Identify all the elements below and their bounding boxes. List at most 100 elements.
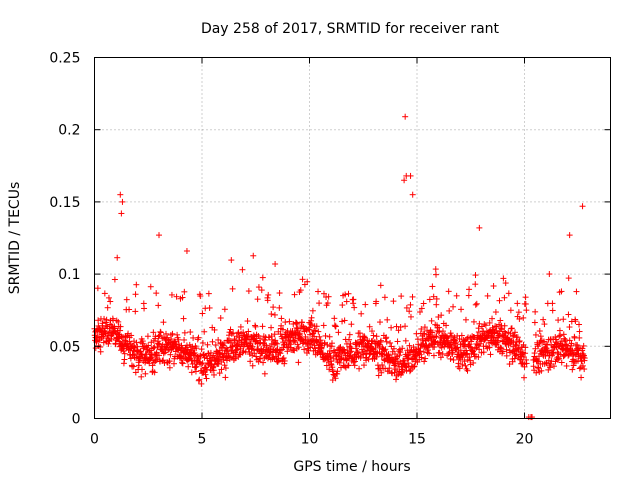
data-point (120, 360, 127, 367)
data-point (280, 344, 287, 351)
data-point (358, 310, 365, 317)
data-point (448, 332, 455, 339)
data-point (511, 355, 518, 362)
data-point (233, 347, 240, 354)
data-point (383, 338, 390, 345)
data-point (115, 318, 122, 325)
data-point (576, 321, 583, 328)
data-point (286, 318, 293, 325)
data-point (313, 323, 320, 330)
data-point (497, 317, 504, 324)
data-point (295, 344, 302, 351)
data-point (151, 369, 158, 376)
data-point (397, 324, 404, 331)
data-point (218, 366, 225, 373)
data-point (482, 322, 489, 329)
data-point (379, 361, 386, 368)
data-point (331, 322, 338, 329)
data-point (433, 301, 440, 308)
data-point (295, 359, 302, 366)
data-point (558, 359, 565, 366)
data-point (505, 290, 512, 297)
data-point (240, 329, 247, 336)
data-point (538, 367, 545, 374)
data-point (198, 380, 205, 387)
data-point (462, 316, 469, 323)
data-point (373, 298, 380, 305)
data-point (580, 342, 587, 349)
data-point (533, 369, 540, 376)
data-point (95, 317, 102, 324)
data-point (516, 338, 523, 345)
data-point (456, 365, 463, 372)
data-point (464, 367, 471, 374)
data-point (362, 301, 369, 308)
data-point (390, 345, 397, 352)
data-point (381, 294, 388, 301)
data-point (453, 292, 460, 299)
data-point (101, 315, 108, 322)
data-point (211, 371, 218, 378)
data-point (252, 322, 259, 329)
data-point (433, 295, 440, 302)
data-point (291, 291, 298, 298)
data-point (472, 281, 479, 288)
x-tick-label: 15 (408, 432, 426, 448)
data-point (125, 330, 132, 337)
data-points (91, 113, 588, 421)
data-point (197, 352, 204, 359)
data-point (276, 304, 283, 311)
data-point (515, 345, 522, 352)
data-point (420, 300, 427, 307)
data-point (396, 352, 403, 359)
data-point (326, 333, 333, 340)
data-point (537, 333, 544, 340)
data-point (558, 288, 565, 295)
data-point (352, 345, 359, 352)
data-point (399, 368, 406, 375)
data-point (499, 348, 506, 355)
data-point (345, 362, 352, 369)
data-point (249, 343, 256, 350)
data-point (222, 365, 229, 372)
data-point (312, 327, 319, 334)
data-point (549, 350, 556, 357)
data-point (139, 338, 146, 345)
data-point (515, 309, 522, 316)
data-point (281, 357, 288, 364)
data-point (467, 357, 474, 364)
data-point (378, 369, 385, 376)
data-point (547, 364, 554, 371)
data-point (138, 373, 145, 380)
data-point (459, 354, 466, 361)
data-point (541, 321, 548, 328)
data-point (156, 352, 163, 359)
data-point (181, 329, 188, 336)
data-point (457, 347, 464, 354)
data-point (160, 319, 167, 326)
data-point (197, 293, 204, 300)
data-point (443, 333, 450, 340)
data-point (429, 329, 436, 336)
data-point (251, 350, 258, 357)
data-point (199, 310, 206, 317)
data-point (418, 305, 425, 312)
data-point (382, 335, 389, 342)
data-point (168, 336, 175, 343)
data-point (206, 353, 213, 360)
data-point (278, 322, 285, 329)
data-point (336, 359, 343, 366)
data-point (572, 318, 579, 325)
data-point (405, 354, 412, 361)
data-point (472, 301, 479, 308)
data-point (166, 358, 173, 365)
data-point (262, 337, 269, 344)
data-point (522, 350, 529, 357)
data-point (578, 374, 585, 381)
data-point (516, 315, 523, 322)
x-tick-label: 10 (301, 432, 319, 448)
data-point (221, 306, 228, 313)
data-point (272, 260, 279, 267)
data-point (378, 337, 385, 344)
data-point (339, 318, 346, 325)
